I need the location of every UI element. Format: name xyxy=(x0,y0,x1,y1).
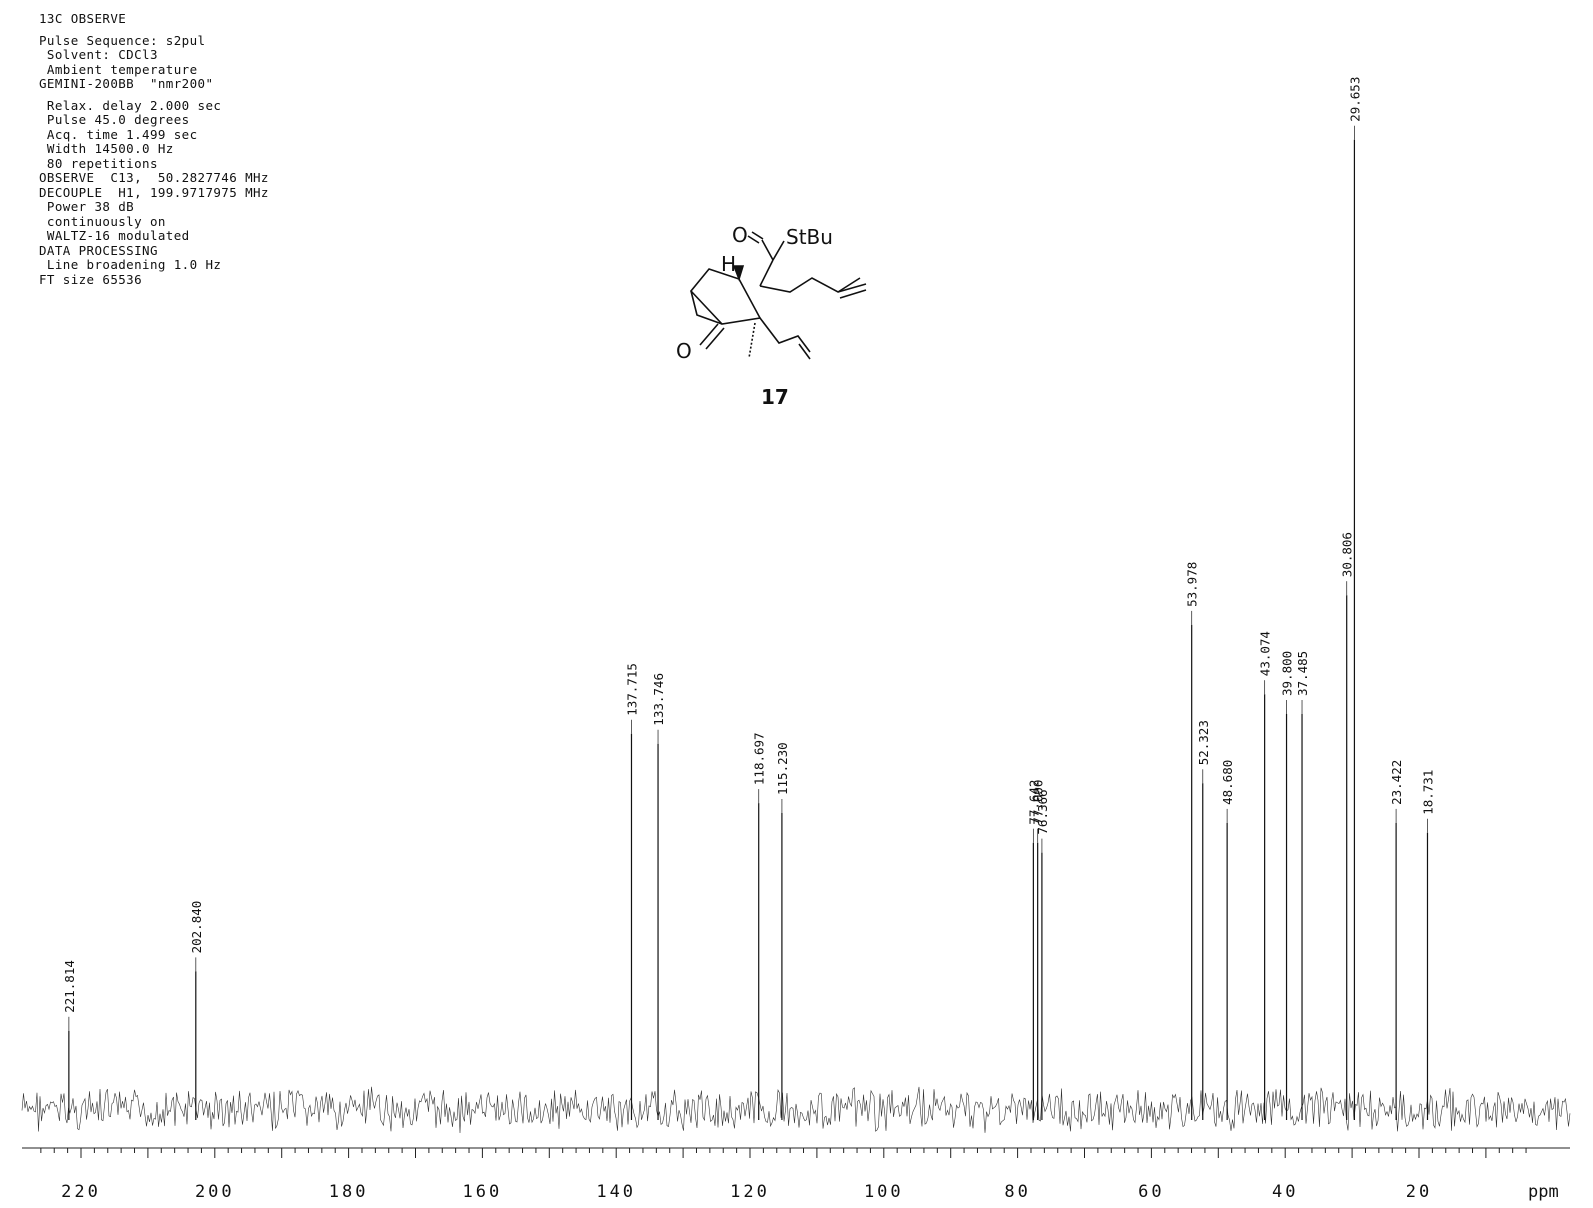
carbonyl-double-bond xyxy=(747,231,764,244)
header-line: DATA PROCESSING xyxy=(39,242,158,258)
axis-tick-label: 180 xyxy=(329,1182,369,1202)
terminal-alkene-1 xyxy=(837,283,867,299)
peak-label: 137.715 xyxy=(624,663,639,716)
header-line: Ambient temperature xyxy=(39,61,198,77)
side-chain xyxy=(759,259,774,287)
peak-label: 202.840 xyxy=(189,901,204,954)
header-line: Line broadening 1.0 Hz xyxy=(39,257,222,272)
axis-tick-label: 220 xyxy=(61,1182,101,1202)
axis-tick-label: 40 xyxy=(1272,1182,1298,1202)
peak-label: 48.680 xyxy=(1220,760,1235,805)
allyl-double-bond xyxy=(798,343,811,360)
header-line: Acq. time 1.499 sec xyxy=(39,126,198,142)
header-line: GEMINI-200BB "nmr200" xyxy=(39,76,214,91)
axis-tick-label: 80 xyxy=(1004,1182,1030,1202)
axis-tick-label: 60 xyxy=(1138,1182,1164,1202)
peak-label: 133.746 xyxy=(651,673,666,726)
ketone-double-bond xyxy=(699,323,725,350)
ring-bonds xyxy=(689,268,762,325)
thioester-group-label: StBu xyxy=(786,225,833,249)
header-line: Width 14500.0 Hz xyxy=(39,141,174,156)
header-line: continuously on xyxy=(39,213,166,229)
peak-label: 37.485 xyxy=(1295,651,1310,696)
peak-label: 76.366 xyxy=(1035,789,1050,834)
ppm-axis: ppm 220 200 180 160 140 120 100 80 60 40 20 xyxy=(22,1147,1570,1202)
peak-label: 23.422 xyxy=(1389,760,1404,805)
peak-label: 29.653 xyxy=(1347,77,1362,122)
peak-label: 43.074 xyxy=(1258,631,1273,676)
peak-label: 52.323 xyxy=(1196,720,1211,765)
carbonyl-oxygen-label: O xyxy=(732,223,748,247)
peak-label: 77.642 xyxy=(1026,780,1041,825)
peak-label: 39.800 xyxy=(1280,651,1295,696)
acquisition-parameters: 13C OBSERVE Pulse Sequence: s2pul Solvent… xyxy=(39,11,269,287)
axis-tick-label: 160 xyxy=(463,1182,503,1202)
peak-label: 115.230 xyxy=(775,742,790,795)
header-line: 80 repetitions xyxy=(39,155,158,171)
axis-tick-label: 20 xyxy=(1406,1182,1432,1202)
peak-label: 77.000 xyxy=(1031,780,1046,825)
header-line: Relax. delay 2.000 sec xyxy=(39,97,222,113)
peak-label: 53.978 xyxy=(1185,562,1200,607)
axis-unit-label: ppm xyxy=(1528,1182,1559,1202)
peak-label: 18.731 xyxy=(1420,770,1435,815)
spectrum-peaks xyxy=(68,139,1429,1120)
molecule-structure: O StBu H O 17 xyxy=(676,223,867,409)
methyl-hash xyxy=(748,322,756,359)
allyl-chain xyxy=(759,317,811,353)
thioester-bonds xyxy=(761,239,785,261)
header-line: Solvent: CDCl3 xyxy=(39,47,158,62)
header-line: Pulse 45.0 degrees xyxy=(39,112,190,127)
baseline-noise xyxy=(21,1086,1571,1134)
hydrogen-label: H xyxy=(721,252,736,276)
ketone-oxygen-label: O xyxy=(676,339,692,363)
ring-bond-detail xyxy=(690,290,723,325)
header-line: Pulse Sequence: s2pul xyxy=(39,32,206,48)
chain-bonds xyxy=(759,277,861,293)
peak-label: 118.697 xyxy=(752,732,767,785)
header-line: WALTZ-16 modulated xyxy=(39,228,190,243)
compound-number-label: 17 xyxy=(761,385,789,409)
peak-labels: 221.814 202.840 137.715 133.746 118.697 115.2… xyxy=(62,77,1435,1031)
axis-tick-label: 140 xyxy=(596,1182,636,1202)
header-line: DECOUPLE H1, 199.9717975 MHz xyxy=(39,184,269,200)
header-line: 13C OBSERVE xyxy=(39,11,127,26)
axis-tick-label: 120 xyxy=(730,1182,770,1202)
header-line: OBSERVE C13, 50.2827746 MHz xyxy=(39,170,269,185)
header-line: FT size 65536 xyxy=(39,271,143,287)
axis-tick-label: 100 xyxy=(864,1182,904,1202)
peak-label: 30.806 xyxy=(1340,532,1355,577)
peak-label: 221.814 xyxy=(62,960,77,1013)
noise-trace xyxy=(21,1086,1571,1134)
wedge-bond-h xyxy=(732,265,745,282)
header-line: Power 38 dB xyxy=(39,199,135,214)
axis-tick-label: 200 xyxy=(195,1182,235,1202)
